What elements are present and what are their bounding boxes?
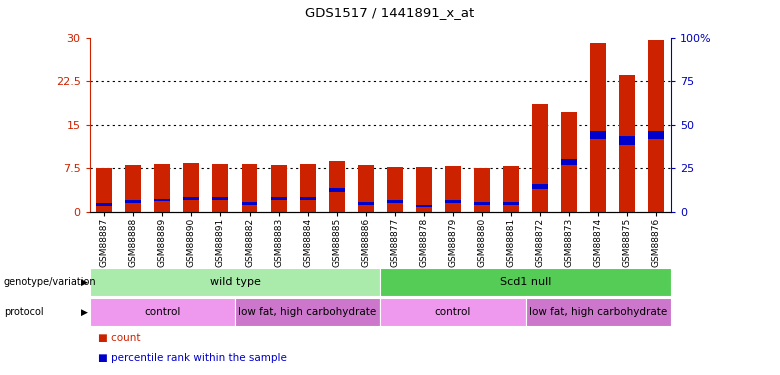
Bar bbox=[358, 165, 374, 212]
Text: wild type: wild type bbox=[210, 277, 261, 287]
Bar bbox=[445, 200, 461, 203]
Bar bbox=[271, 197, 286, 200]
Bar bbox=[590, 130, 606, 139]
Bar bbox=[416, 205, 432, 207]
Bar bbox=[503, 202, 519, 205]
Bar bbox=[271, 165, 286, 212]
Bar bbox=[300, 164, 316, 212]
Bar bbox=[526, 298, 671, 326]
Bar bbox=[126, 200, 141, 203]
Text: ■ percentile rank within the sample: ■ percentile rank within the sample bbox=[98, 353, 286, 363]
Bar bbox=[387, 167, 402, 212]
Bar bbox=[445, 166, 461, 212]
Bar bbox=[212, 164, 229, 212]
Bar bbox=[183, 197, 200, 200]
Text: ▶: ▶ bbox=[81, 308, 87, 316]
Bar bbox=[532, 184, 548, 189]
Bar bbox=[474, 202, 490, 205]
Bar bbox=[380, 298, 526, 326]
Text: genotype/variation: genotype/variation bbox=[4, 277, 97, 287]
Bar bbox=[474, 168, 490, 212]
Text: protocol: protocol bbox=[4, 307, 44, 317]
Text: GDS1517 / 1441891_x_at: GDS1517 / 1441891_x_at bbox=[306, 6, 474, 19]
Bar bbox=[300, 197, 316, 200]
Bar bbox=[90, 268, 380, 296]
Bar bbox=[212, 197, 229, 200]
Bar bbox=[328, 161, 345, 212]
Text: low fat, high carbohydrate: low fat, high carbohydrate bbox=[529, 307, 667, 317]
Bar bbox=[90, 298, 235, 326]
Bar bbox=[619, 136, 635, 145]
Bar bbox=[619, 75, 635, 212]
Bar bbox=[380, 268, 671, 296]
Bar bbox=[126, 165, 141, 212]
Bar bbox=[328, 188, 345, 192]
Bar bbox=[242, 164, 257, 212]
Bar bbox=[561, 159, 577, 165]
Bar bbox=[416, 167, 432, 212]
Text: low fat, high carbohydrate: low fat, high carbohydrate bbox=[239, 307, 377, 317]
Bar bbox=[96, 168, 112, 212]
Bar bbox=[96, 203, 112, 206]
Bar bbox=[154, 198, 170, 201]
Bar bbox=[387, 200, 402, 203]
Text: control: control bbox=[144, 307, 180, 317]
Bar bbox=[242, 202, 257, 205]
Text: Scd1 null: Scd1 null bbox=[500, 277, 551, 287]
Text: control: control bbox=[434, 307, 471, 317]
Bar bbox=[503, 166, 519, 212]
Bar bbox=[235, 298, 380, 326]
Bar bbox=[154, 164, 170, 212]
Bar bbox=[532, 104, 548, 212]
Text: ▶: ▶ bbox=[81, 278, 87, 286]
Bar bbox=[648, 130, 665, 139]
Text: ■ count: ■ count bbox=[98, 333, 140, 342]
Bar bbox=[561, 112, 577, 212]
Bar bbox=[648, 40, 665, 212]
Bar bbox=[183, 163, 200, 212]
Bar bbox=[590, 44, 606, 212]
Bar bbox=[358, 202, 374, 205]
